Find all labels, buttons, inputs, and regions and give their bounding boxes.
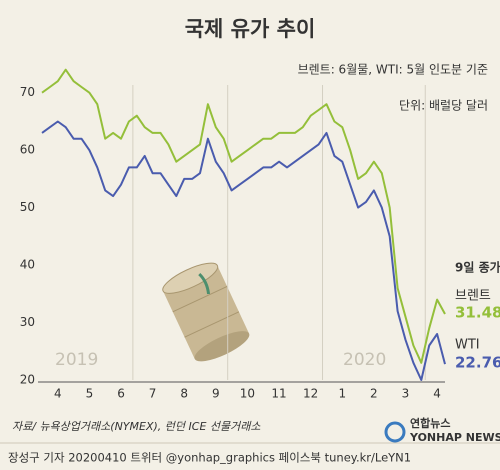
y-tick-label: 70 — [20, 85, 35, 99]
series-line — [41, 120, 446, 381]
x-tick-label: 2 — [370, 387, 378, 401]
y-tick-label: 60 — [20, 143, 35, 157]
chart-title: 국제 유가 추이 — [185, 17, 316, 41]
x-tick-label: 7 — [149, 387, 157, 401]
unit-note: 단위: 배럴당 달러 — [399, 99, 488, 113]
legend-label: 브렌트 — [455, 289, 491, 304]
barrel-ring — [172, 285, 228, 313]
value-label: 31.48 — [455, 304, 500, 322]
subtitle: 브렌트: 6월물, WTI: 5월 인도분 기준 — [298, 63, 488, 77]
annotation: 9일 종가 — [455, 260, 500, 275]
x-tick-label: 12 — [303, 387, 318, 401]
y-tick-label: 50 — [20, 200, 35, 214]
logo-name: 연합뉴스 — [410, 416, 450, 430]
x-tick-label: 9 — [212, 387, 220, 401]
x-tick-label: 8 — [180, 387, 188, 401]
x-tick-label: 11 — [271, 387, 286, 401]
y-tick-label: 30 — [20, 315, 35, 329]
x-tick-label: 1 — [338, 387, 346, 401]
source: 자료/ 뉴욕상업거래소(NYMEX), 런던 ICE 선물거래소 — [12, 420, 261, 433]
x-tick-label: 4 — [433, 387, 441, 401]
x-tick-label: 6 — [117, 387, 125, 401]
oil-drip — [198, 272, 211, 295]
y-tick-label: 20 — [20, 373, 35, 387]
x-tick-label: 4 — [54, 387, 62, 401]
x-tick-label: 10 — [240, 387, 255, 401]
barrel-bottom — [194, 331, 250, 362]
oil-barrel — [162, 262, 250, 362]
series-line — [41, 68, 446, 364]
logo-english: YONHAP NEWS — [409, 431, 500, 444]
year-label: 2020 — [343, 350, 386, 370]
legend-label: WTI — [455, 338, 480, 353]
year-label: 2019 — [55, 350, 98, 370]
barrel-top — [162, 262, 219, 294]
value-label: 22.76 — [455, 354, 500, 372]
x-tick-label: 5 — [86, 387, 94, 401]
logo-mark — [384, 421, 406, 443]
barrel-ring — [184, 311, 240, 338]
y-tick-label: 40 — [20, 258, 35, 272]
x-tick-label: 3 — [402, 387, 410, 401]
credit: 장성구 기자 20200410 트위터 @yonhap_graphics 페이스… — [8, 451, 411, 465]
